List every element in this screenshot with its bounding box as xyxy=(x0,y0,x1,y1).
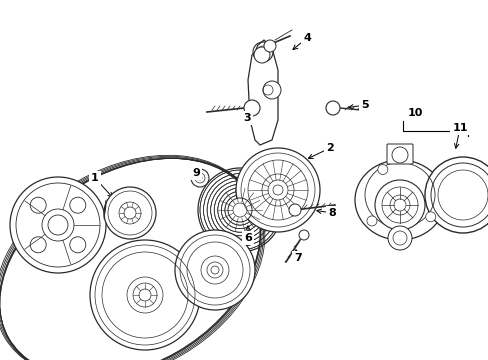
Circle shape xyxy=(127,277,163,313)
Text: 4: 4 xyxy=(303,33,310,43)
Circle shape xyxy=(325,101,339,115)
Circle shape xyxy=(191,169,208,187)
Text: 9: 9 xyxy=(192,168,200,178)
Circle shape xyxy=(374,180,424,230)
Circle shape xyxy=(389,195,409,215)
Circle shape xyxy=(227,198,251,222)
Circle shape xyxy=(30,197,46,213)
Circle shape xyxy=(42,209,74,241)
Circle shape xyxy=(198,168,282,252)
Circle shape xyxy=(70,197,85,213)
Circle shape xyxy=(244,100,260,116)
Text: 7: 7 xyxy=(293,253,301,263)
FancyBboxPatch shape xyxy=(386,144,412,164)
Circle shape xyxy=(262,174,293,206)
Text: 1: 1 xyxy=(91,173,99,183)
Ellipse shape xyxy=(354,160,444,240)
Circle shape xyxy=(119,202,141,224)
Circle shape xyxy=(104,187,156,239)
Text: 11: 11 xyxy=(451,123,467,133)
Circle shape xyxy=(366,216,376,226)
Text: 10: 10 xyxy=(407,108,422,118)
Circle shape xyxy=(425,212,435,222)
Circle shape xyxy=(288,204,301,216)
Circle shape xyxy=(387,226,411,250)
Circle shape xyxy=(252,42,272,62)
Text: 6: 6 xyxy=(244,233,251,243)
Circle shape xyxy=(10,177,106,273)
Circle shape xyxy=(198,176,202,180)
Text: 5: 5 xyxy=(361,100,368,110)
Circle shape xyxy=(253,47,269,63)
Circle shape xyxy=(30,237,46,253)
Circle shape xyxy=(377,165,387,175)
Circle shape xyxy=(201,256,228,284)
Circle shape xyxy=(424,157,488,233)
Circle shape xyxy=(264,40,275,52)
Text: 3: 3 xyxy=(243,113,250,123)
Circle shape xyxy=(175,230,254,310)
Text: 2: 2 xyxy=(325,143,333,153)
Circle shape xyxy=(298,230,308,240)
Circle shape xyxy=(236,148,319,232)
Circle shape xyxy=(90,240,200,350)
Circle shape xyxy=(70,237,85,253)
Circle shape xyxy=(263,81,281,99)
Polygon shape xyxy=(247,40,278,145)
Text: 8: 8 xyxy=(327,208,335,218)
